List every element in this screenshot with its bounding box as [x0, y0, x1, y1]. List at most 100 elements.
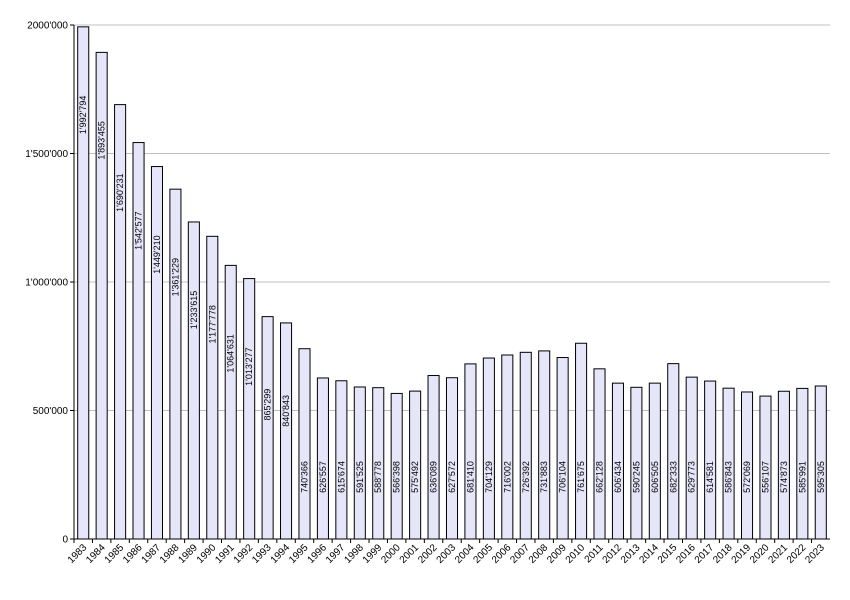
- data-label: 606'434: [613, 461, 623, 493]
- x-tick-label: 1984: [84, 542, 108, 566]
- x-tick-label: 2002: [416, 542, 440, 566]
- x-tick-labels: 1983198419851986198719881989199019911992…: [66, 542, 827, 566]
- data-label: 629'773: [687, 461, 697, 493]
- data-label: 716'002: [502, 461, 512, 493]
- data-label: 761'675: [576, 461, 586, 493]
- bar: [501, 354, 514, 540]
- bar: [445, 377, 459, 540]
- bar: [316, 377, 329, 540]
- bar: [169, 188, 182, 540]
- x-tick-label: 2010: [564, 542, 588, 566]
- x-tick-label: 2020: [748, 542, 772, 566]
- bar: [593, 368, 606, 540]
- bar: [335, 380, 348, 540]
- data-label: 626'557: [318, 461, 328, 493]
- data-label: 614'581: [705, 461, 715, 493]
- x-tick-label: 1986: [121, 542, 145, 566]
- bar: [114, 104, 127, 540]
- x-tick-label: 1992: [232, 542, 256, 566]
- data-label: 1'361'229: [170, 258, 180, 296]
- x-tick-label: 2007: [508, 542, 532, 566]
- x-tick-label: 1999: [361, 542, 385, 566]
- bar: [132, 142, 145, 540]
- x-tick-label: 1994: [269, 542, 293, 566]
- y-tick-labels: 0 500'000 1'000'000 1'500'000 2000'000: [25, 21, 68, 546]
- x-tick-label: 2003: [435, 542, 459, 566]
- y-tick-label: 1'000'000: [25, 278, 68, 289]
- bar: [464, 363, 477, 540]
- data-label: 588'778: [373, 461, 383, 493]
- x-tick-label: 2008: [527, 542, 551, 566]
- x-tick-label: 2016: [674, 542, 698, 566]
- x-tick-label: 1987: [140, 542, 164, 566]
- data-label: 566'398: [392, 461, 402, 493]
- bar: [704, 380, 717, 540]
- data-label: 1'992'794: [78, 96, 88, 134]
- y-tick-label: 1'500'000: [25, 149, 68, 160]
- data-label: 586'843: [724, 461, 734, 493]
- x-tick-label: 1998: [342, 542, 366, 566]
- data-label: 590'245: [631, 461, 641, 493]
- x-tick-label: 2005: [471, 542, 495, 566]
- x-tick-label: 1985: [103, 542, 127, 566]
- y-tick-label: 2000'000: [27, 21, 68, 32]
- data-label: 1'690'231: [115, 173, 125, 211]
- x-tick-label: 2006: [490, 542, 514, 566]
- data-label: 1'542'577: [134, 211, 144, 249]
- data-label: 606'505: [650, 461, 660, 493]
- x-tick-label: 1989: [176, 542, 200, 566]
- y-tick-label: 500'000: [33, 406, 69, 417]
- data-label: 575'492: [410, 461, 420, 493]
- bar: [280, 322, 293, 540]
- bar: [224, 264, 237, 540]
- grid-lines: [74, 24, 830, 411]
- bar: [427, 375, 440, 540]
- x-tick-label: 2012: [601, 542, 625, 566]
- bar: [538, 350, 551, 540]
- x-tick-label: 1988: [158, 542, 182, 566]
- x-tick-label: 2017: [693, 542, 717, 566]
- data-label: 595'305: [816, 461, 826, 493]
- value-labels: 1'992'794 1'893'455 1'690'231 1'542'577 1'44…: [78, 96, 826, 493]
- bar: [556, 357, 569, 540]
- x-tick-label: 2000: [379, 542, 403, 566]
- data-label: 704'129: [484, 461, 494, 493]
- data-label: 681'410: [465, 461, 475, 493]
- x-tick-label: 2001: [398, 542, 422, 566]
- data-label: 591'525: [355, 461, 365, 493]
- bar: [261, 316, 274, 540]
- bars: [77, 26, 827, 540]
- data-label: 1'177'778: [207, 305, 217, 343]
- data-label: 574'873: [779, 461, 789, 493]
- data-label: 585'991: [797, 461, 807, 493]
- x-tick-label: 1995: [287, 542, 311, 566]
- x-tick-label: 2018: [711, 542, 735, 566]
- bar: [648, 382, 661, 540]
- x-tick-label: 2015: [656, 542, 680, 566]
- data-label: 1'449'210: [152, 235, 162, 273]
- x-tick-label: 2022: [785, 542, 809, 566]
- x-tick-label: 2021: [767, 542, 791, 566]
- bar: [150, 166, 164, 540]
- x-tick-label: 1996: [306, 542, 330, 566]
- x-tick-label: 2023: [803, 542, 827, 566]
- data-label: 627'572: [447, 461, 457, 493]
- data-label: 682'333: [668, 461, 678, 493]
- bar: [575, 342, 588, 540]
- x-tick-label: 2011: [583, 542, 606, 565]
- data-label: 706'104: [558, 461, 568, 493]
- x-tick-label: 2009: [545, 542, 569, 566]
- x-tick-label: 1997: [324, 542, 348, 566]
- x-tick-label: 2004: [453, 542, 477, 566]
- data-label: 1'233'615: [189, 291, 199, 329]
- x-tick-label: 2013: [619, 542, 643, 566]
- bar: [298, 348, 311, 540]
- bar: [243, 278, 256, 540]
- y-tick-label: 0: [62, 535, 68, 546]
- data-label: 556'107: [760, 461, 770, 493]
- bar: [519, 351, 532, 540]
- data-label: 740'366: [299, 461, 309, 493]
- data-label: 726'392: [521, 461, 531, 493]
- x-tick-label: 1991: [213, 542, 237, 566]
- data-label: 1'893'455: [97, 121, 107, 159]
